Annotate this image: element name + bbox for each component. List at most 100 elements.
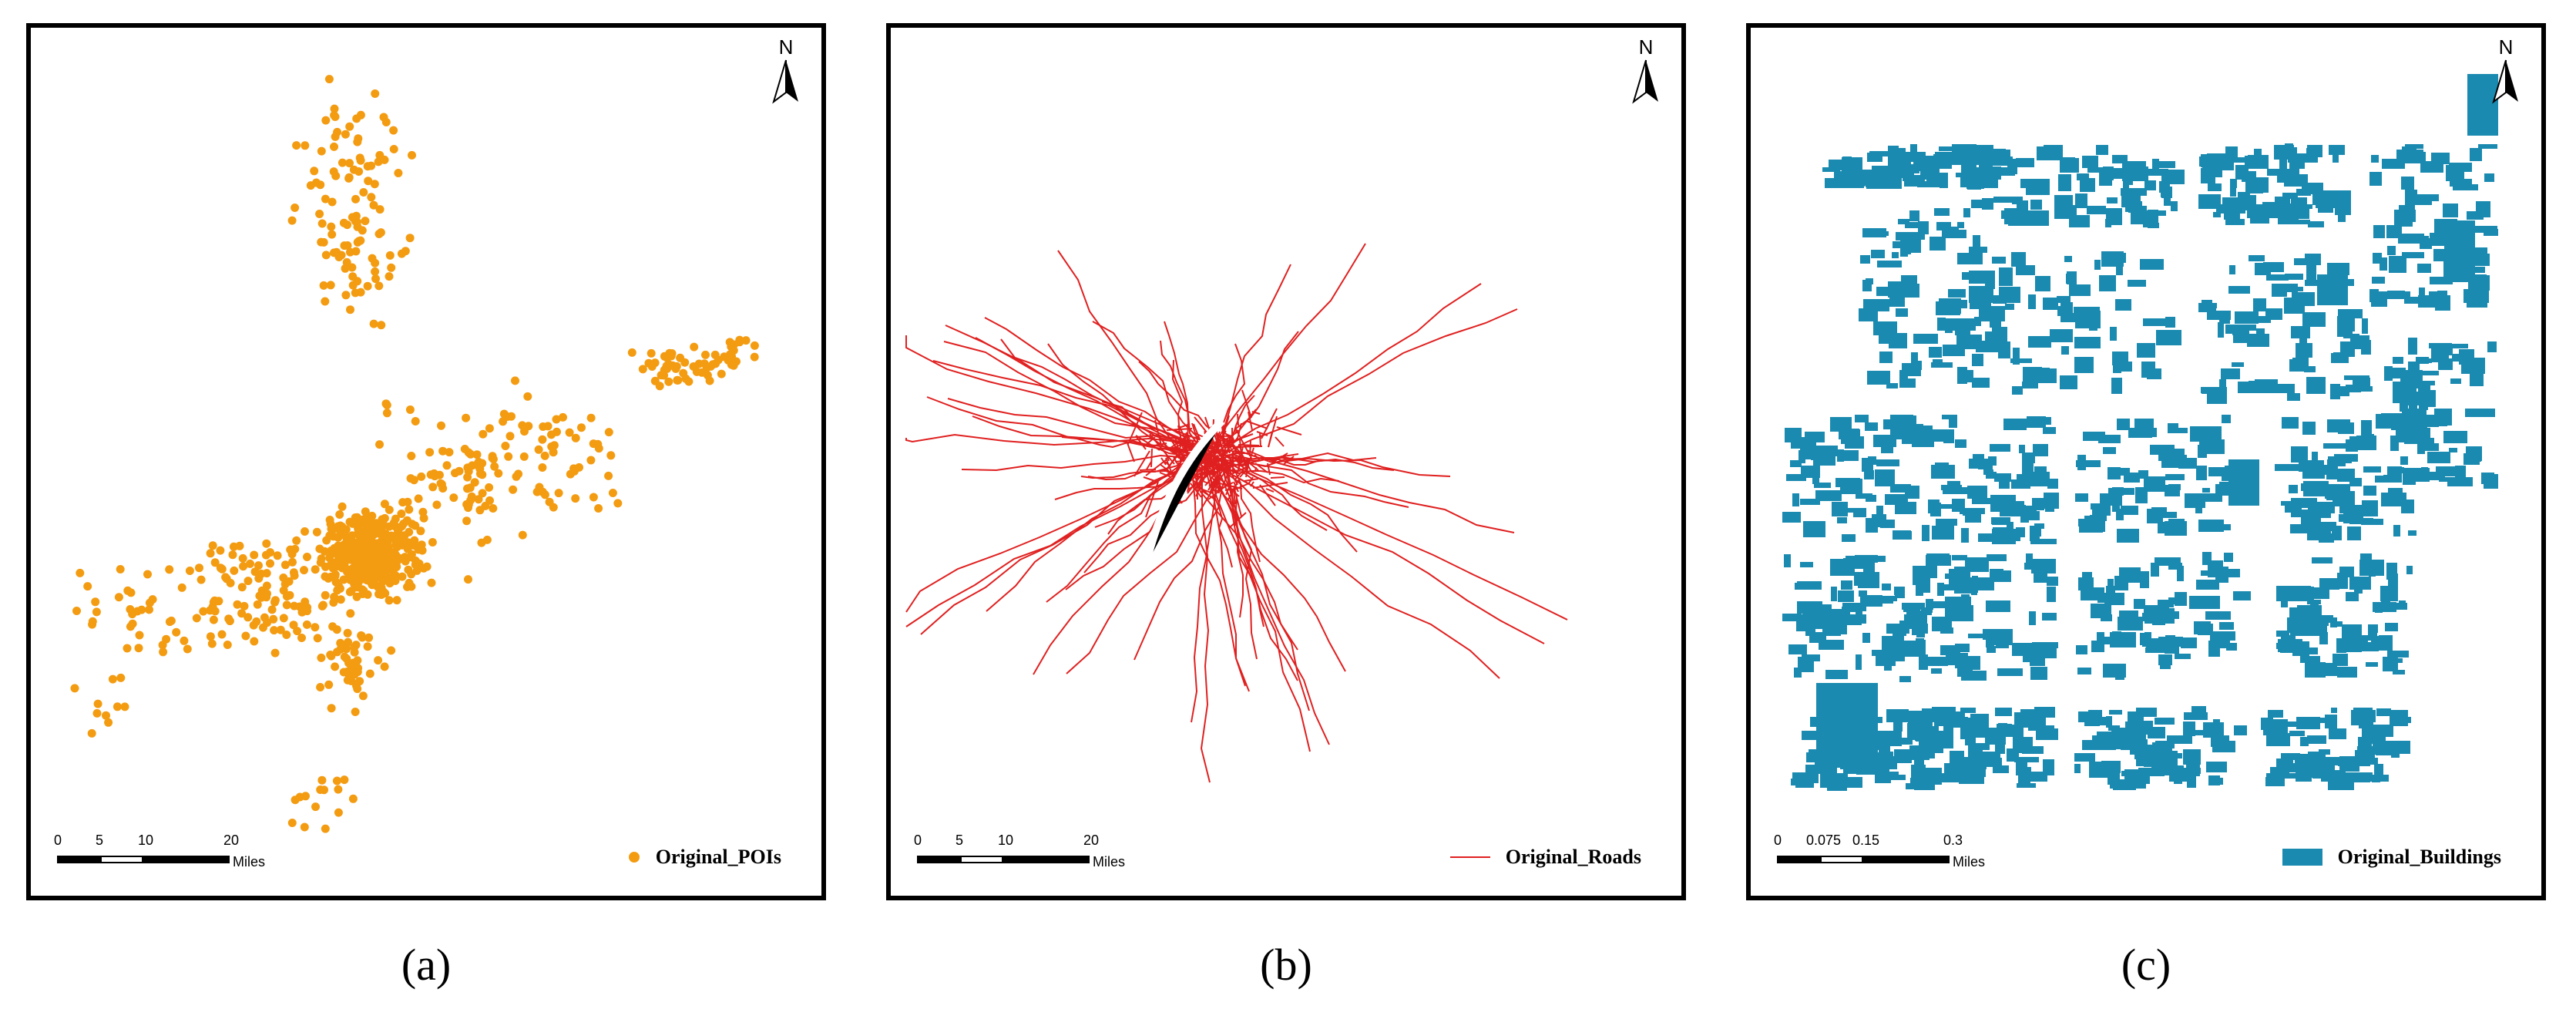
poi-point [703, 371, 712, 380]
poi-point [380, 662, 389, 671]
building [2075, 493, 2088, 502]
poi-point [351, 641, 361, 650]
poi-point [389, 145, 398, 153]
building [1853, 510, 1866, 517]
poi-point [216, 546, 225, 555]
building [2333, 150, 2339, 163]
building [1831, 612, 1850, 618]
building [2004, 536, 2020, 541]
poi-point [334, 785, 343, 794]
road-line [1170, 442, 1188, 449]
building [1978, 461, 1993, 469]
scale-tick: 10 [998, 832, 1014, 848]
road-network [905, 243, 1568, 783]
panel-caption: (a) [401, 940, 452, 990]
building [2373, 225, 2385, 238]
building [2207, 392, 2227, 404]
building [1968, 634, 1976, 638]
poi-point [116, 565, 125, 574]
building [2124, 473, 2140, 483]
building [1970, 298, 1991, 309]
building [1940, 627, 1953, 634]
building [2396, 150, 2403, 159]
building [2019, 445, 2025, 453]
building [2167, 763, 2174, 768]
building [2396, 430, 2413, 439]
poi-point [359, 188, 368, 197]
road-line [1239, 439, 1242, 456]
building [1862, 228, 1886, 237]
poi-point [554, 489, 563, 498]
building [2054, 205, 2077, 219]
poi-point [172, 627, 181, 637]
building [1929, 237, 1946, 251]
building [2155, 557, 2181, 566]
road-line [1206, 243, 1366, 462]
poi-point [241, 631, 250, 641]
road-line [1210, 436, 1310, 711]
building [2104, 637, 2118, 644]
poi-point [750, 352, 759, 362]
road-line [1216, 476, 1220, 494]
building [2110, 327, 2117, 341]
building [1954, 580, 1977, 594]
building [1934, 720, 1950, 726]
poi-point [571, 433, 580, 442]
building [1913, 334, 1938, 344]
building [1814, 483, 1831, 488]
building [2305, 254, 2321, 265]
building [1899, 378, 1916, 388]
building [1811, 454, 1820, 460]
poi-point [246, 559, 254, 568]
road-line [1150, 448, 1153, 468]
poi-point [145, 605, 153, 614]
building [1957, 222, 1964, 228]
building [2235, 311, 2259, 324]
road-line [1203, 456, 1500, 679]
poi-point [465, 483, 475, 493]
building [2202, 387, 2227, 394]
poi-point [354, 237, 364, 246]
building [2290, 621, 2313, 635]
building [2134, 599, 2145, 609]
poi-point [233, 600, 242, 609]
poi-point [644, 358, 653, 368]
building [2418, 295, 2440, 308]
building [2336, 621, 2343, 627]
building [2317, 522, 2336, 531]
building [2346, 592, 2359, 601]
building [1867, 153, 1882, 162]
poi-point [700, 359, 709, 368]
road-line [1248, 411, 1253, 431]
poi-point [408, 150, 416, 160]
building [1860, 595, 1882, 607]
building [1842, 534, 1856, 542]
building [2013, 348, 2020, 365]
building [1920, 171, 1934, 180]
road-line [1219, 460, 1244, 467]
building [1960, 708, 1976, 713]
road-line [1252, 482, 1288, 489]
building [2390, 436, 2399, 451]
road-line [1144, 436, 1156, 446]
poi-point [375, 530, 385, 539]
building [2360, 553, 2372, 564]
building [2363, 466, 2381, 473]
poi-point [221, 573, 230, 582]
legend-line-symbol [1449, 856, 1490, 858]
building [2034, 567, 2047, 583]
poi-point [332, 625, 341, 634]
scale-segment [1820, 856, 1863, 863]
building [2279, 159, 2287, 170]
poi-point [177, 583, 186, 592]
poi-point [428, 483, 438, 492]
building [2218, 569, 2240, 577]
building [1900, 232, 1921, 247]
building [1842, 607, 1866, 611]
poi-point [207, 639, 217, 648]
building [2027, 416, 2046, 428]
building [2063, 157, 2075, 167]
poi-point [594, 504, 603, 513]
building [1855, 415, 1869, 422]
building [2224, 524, 2231, 530]
